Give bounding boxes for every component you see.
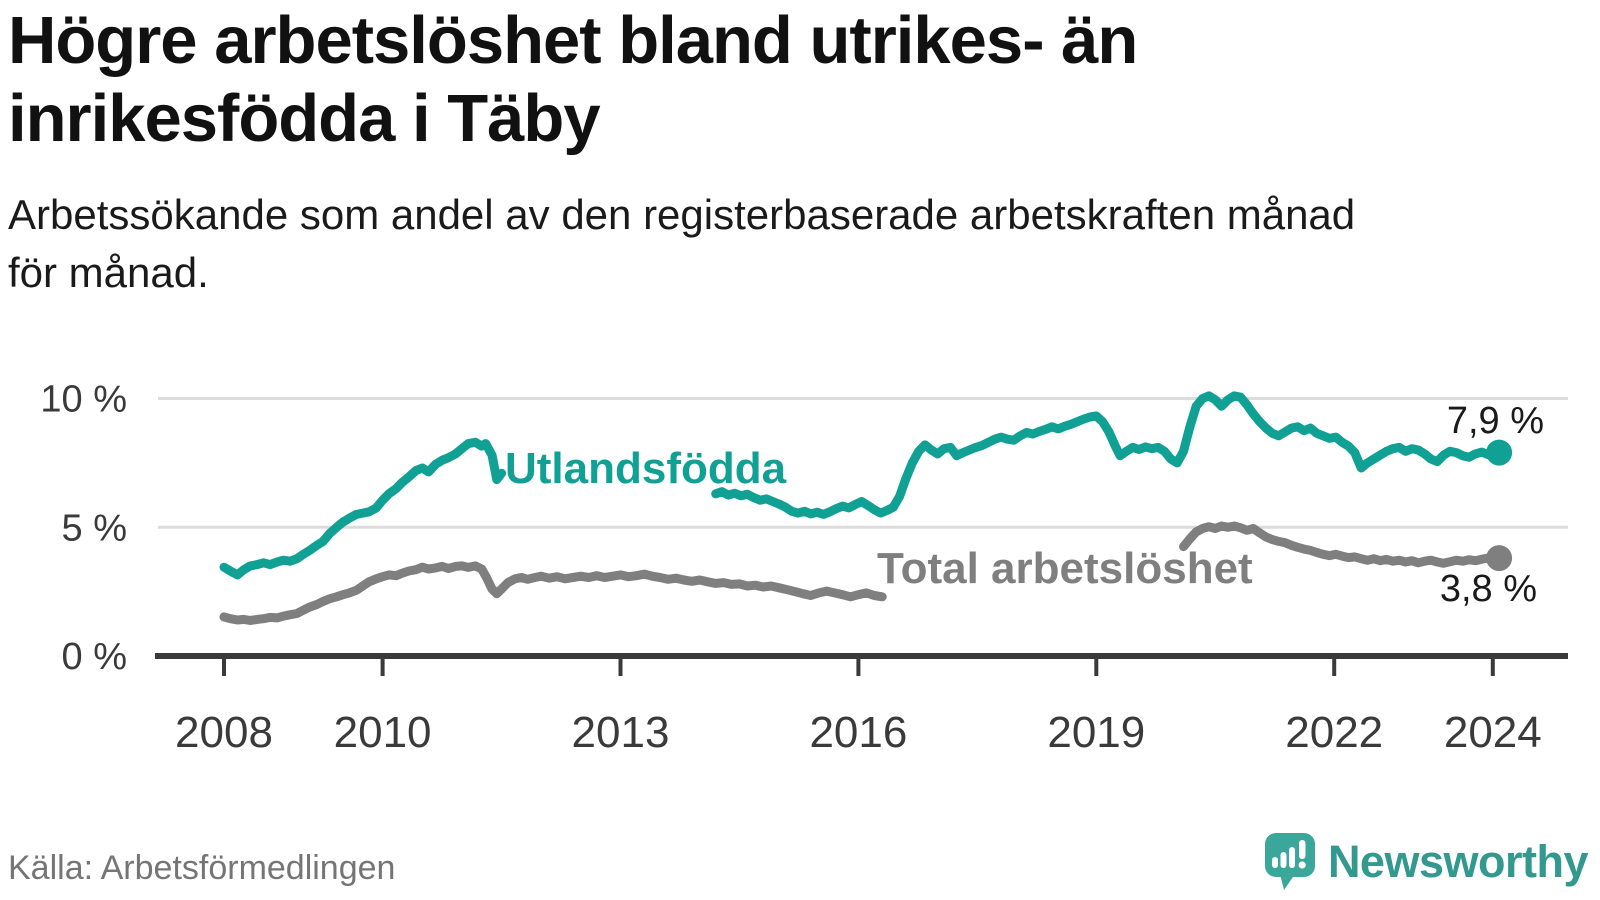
y-tick-label-0: 0 %: [62, 636, 127, 678]
newsworthy-logo-icon: [1264, 833, 1315, 890]
series-line-0-segment-1: [711, 391, 1504, 519]
series-line-0-segment-0: [219, 437, 507, 580]
x-tick-label-2024: 2024: [1444, 708, 1542, 757]
y-axis-tick-labels: 0 % 5 % 10 %: [40, 379, 127, 679]
exclamation-icon: [1298, 840, 1306, 869]
page-subtitle-line1: Arbetssökande som andel av den registerb…: [8, 191, 1356, 238]
page-subtitle: Arbetssökande som andel av den registerb…: [8, 186, 1355, 302]
x-tick-label-2010: 2010: [334, 708, 432, 757]
series-end-dot-1: [1486, 545, 1513, 572]
x-tick-label-2019: 2019: [1047, 708, 1145, 757]
gridlines: [158, 397, 1568, 529]
series-line-1-segment-1: [1179, 521, 1504, 568]
x-tick-label-2016: 2016: [809, 708, 907, 757]
series-end-dot-0: [1486, 439, 1513, 466]
series-line-1-segment-0: [219, 561, 887, 625]
x-tick-label-2022: 2022: [1285, 708, 1383, 757]
x-axis-ticks: 2008 2010 2013 2016 2019 2022 2024: [175, 658, 1542, 757]
y-tick-label-5: 5 %: [62, 507, 127, 549]
series-label-utlandsfodda: Utlandsfödda: [505, 444, 787, 493]
newsworthy-logo: Newsworthy: [1264, 832, 1589, 892]
page-title: Högre arbetslöshet bland utrikes- än inri…: [8, 2, 1138, 157]
series-lines: [219, 391, 1513, 625]
bar-chart-icon: [1271, 847, 1295, 868]
page-subtitle-line2: för månad.: [8, 248, 209, 296]
series-label-total-arbetsloshet: Total arbetslöshet: [877, 544, 1253, 593]
end-value-label-utlandsfodda: 7,9 %: [1447, 400, 1544, 442]
page-title-line2: inrikesfödda i Täby: [8, 80, 601, 156]
x-tick-label-2013: 2013: [572, 708, 670, 757]
page-title-line1: Högre arbetslöshet bland utrikes- än: [8, 3, 1138, 78]
x-tick-label-2008: 2008: [175, 708, 273, 757]
y-tick-label-10: 10 %: [40, 379, 127, 421]
source-caption: Källa: Arbetsförmedlingen: [8, 849, 396, 887]
end-value-label-total: 3,8 %: [1440, 568, 1537, 610]
newsworthy-logo-text: Newsworthy: [1327, 836, 1589, 887]
